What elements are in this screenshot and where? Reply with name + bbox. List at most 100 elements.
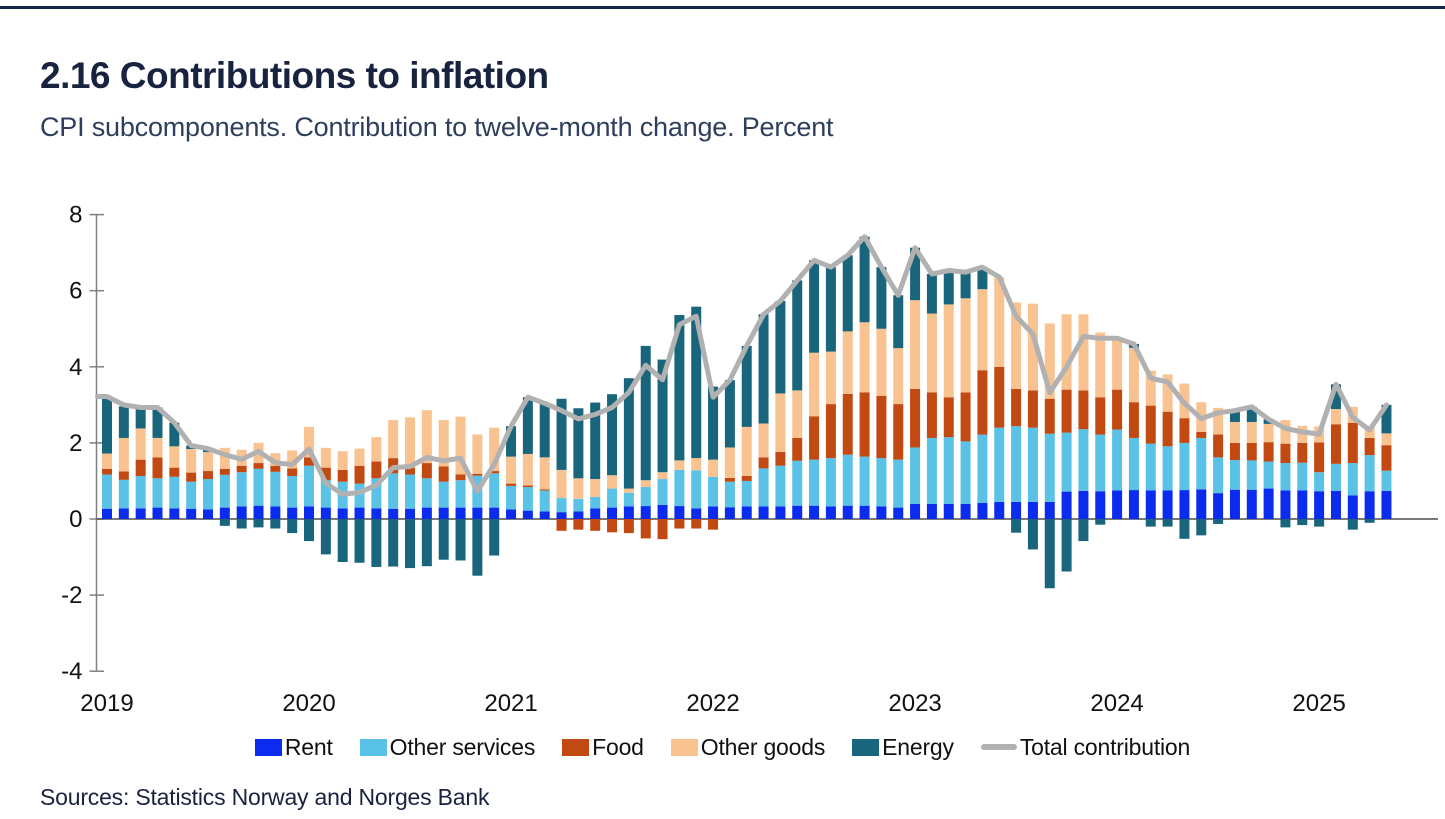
bar-segment-other-goods xyxy=(270,453,281,466)
bar-segment-other-services xyxy=(842,454,853,506)
y-tick-label: 4 xyxy=(69,354,82,381)
bar-segment-food xyxy=(152,457,163,479)
bar-segment-other-goods xyxy=(1112,340,1123,390)
bar-segment-food xyxy=(775,452,786,466)
legend-swatch-icon xyxy=(254,738,282,756)
bar-segment-other-services xyxy=(674,469,685,507)
bar-segment-other-services xyxy=(320,480,331,508)
legend-label: Other services xyxy=(389,733,536,760)
bar-segment-other-services xyxy=(304,465,315,507)
bar-segment-rent xyxy=(926,503,937,519)
legend-line-swatch-icon xyxy=(980,744,1017,750)
bar-segment-rent xyxy=(236,506,247,519)
bar-segment-rent xyxy=(405,508,416,519)
bar-segment-energy xyxy=(472,519,483,576)
bar-segment-other-services xyxy=(1128,437,1139,491)
bar-segment-other-goods xyxy=(219,447,230,469)
y-tick-label: 8 xyxy=(69,202,82,229)
bar-segment-food xyxy=(270,465,281,472)
bar-segment-energy xyxy=(522,397,533,454)
bar-segment-other-goods xyxy=(842,331,853,394)
bar-segment-food xyxy=(1314,442,1325,473)
bar-segment-food xyxy=(876,395,887,459)
bar-segment-other-goods xyxy=(186,448,197,473)
bar-segment-rent xyxy=(1027,501,1038,519)
x-year-label: 2022 xyxy=(686,690,739,717)
bar-segment-rent xyxy=(943,503,954,519)
bar-segment-other-services xyxy=(943,437,954,504)
bar-segment-energy xyxy=(1044,519,1055,589)
bar-segment-food xyxy=(287,468,298,477)
bar-segment-energy xyxy=(724,380,735,448)
bar-segment-other-goods xyxy=(640,480,651,488)
sources-note: Sources: Statistics Norway and Norges Ba… xyxy=(40,784,490,810)
bar-segment-rent xyxy=(556,512,567,519)
legend-label: Energy xyxy=(882,733,954,760)
bar-segment-food xyxy=(994,366,1005,428)
bar-segment-other-services xyxy=(590,496,601,509)
bar-segment-other-services xyxy=(1162,446,1173,491)
bar-segment-food xyxy=(590,519,601,531)
bar-segment-rent xyxy=(1095,491,1106,519)
bar-segment-other-goods xyxy=(1145,370,1156,406)
bar-segment-food xyxy=(741,476,752,481)
bar-segment-other-services xyxy=(724,481,735,508)
bar-segment-rent xyxy=(607,507,618,519)
bar-segment-other-goods xyxy=(1229,421,1240,443)
bar-segment-other-goods xyxy=(943,304,954,398)
bar-segment-other-services xyxy=(1061,432,1072,492)
bar-segment-food xyxy=(1280,443,1291,464)
chart-legend: Rent Other services Food Other goods Energy T… xyxy=(0,727,1445,767)
bar-segment-food xyxy=(236,465,247,473)
bar-segment-other-goods xyxy=(977,289,988,371)
bar-segment-rent xyxy=(304,506,315,519)
bar-segment-food xyxy=(438,466,449,482)
bar-segment-energy xyxy=(219,519,230,526)
bar-segment-other-services xyxy=(1078,429,1089,491)
bar-segment-food xyxy=(320,467,331,481)
bar-segment-rent xyxy=(708,506,719,519)
bar-segment-other-services xyxy=(792,460,803,506)
bar-segment-other-services xyxy=(1229,460,1240,490)
bar-segment-other-services xyxy=(1263,461,1274,489)
bar-segment-energy xyxy=(556,398,567,470)
bar-segment-energy xyxy=(304,519,315,542)
bar-segment-rent xyxy=(354,507,365,519)
bar-segment-energy xyxy=(708,386,719,460)
bar-segment-other-services xyxy=(859,456,870,506)
bar-segment-other-goods xyxy=(758,423,769,458)
bar-segment-other-services xyxy=(270,471,281,507)
x-year-label: 2025 xyxy=(1292,690,1345,717)
bar-segment-other-goods xyxy=(169,446,180,468)
bar-segment-other-goods xyxy=(1044,323,1055,399)
bar-segment-rent xyxy=(960,503,971,519)
bar-segment-energy xyxy=(354,519,365,563)
legend-label: Total contribution xyxy=(1019,733,1191,760)
bar-segment-other-services xyxy=(1297,462,1308,491)
bar-segment-other-goods xyxy=(926,313,937,393)
bar-segment-energy xyxy=(943,270,954,305)
bar-segment-other-services xyxy=(135,476,146,509)
bar-segment-other-services xyxy=(152,478,163,508)
bar-segment-energy xyxy=(539,403,550,458)
bar-segment-rent xyxy=(169,508,180,519)
bar-segment-food xyxy=(809,416,820,460)
bar-segment-other-services xyxy=(1314,472,1325,492)
bar-segment-food xyxy=(304,457,315,466)
bar-segment-rent xyxy=(472,507,483,519)
bar-segment-food xyxy=(1347,422,1358,464)
bar-segment-rent xyxy=(1263,488,1274,519)
bar-segment-other-goods xyxy=(1263,423,1274,443)
bar-segment-other-services xyxy=(1381,470,1392,491)
bar-segment-food xyxy=(1095,397,1106,435)
bar-segment-food xyxy=(825,404,836,459)
bar-segment-other-goods xyxy=(960,298,971,393)
bar-segment-other-services xyxy=(1280,463,1291,491)
bar-segment-rent xyxy=(1213,493,1224,519)
bar-segment-rent xyxy=(1145,490,1156,519)
bar-segment-other-goods xyxy=(152,437,163,458)
y-tick-label: -2 xyxy=(61,582,82,609)
bar-segment-other-goods xyxy=(708,459,719,477)
bar-segment-other-services xyxy=(994,427,1005,502)
bar-segment-rent xyxy=(1196,489,1207,519)
